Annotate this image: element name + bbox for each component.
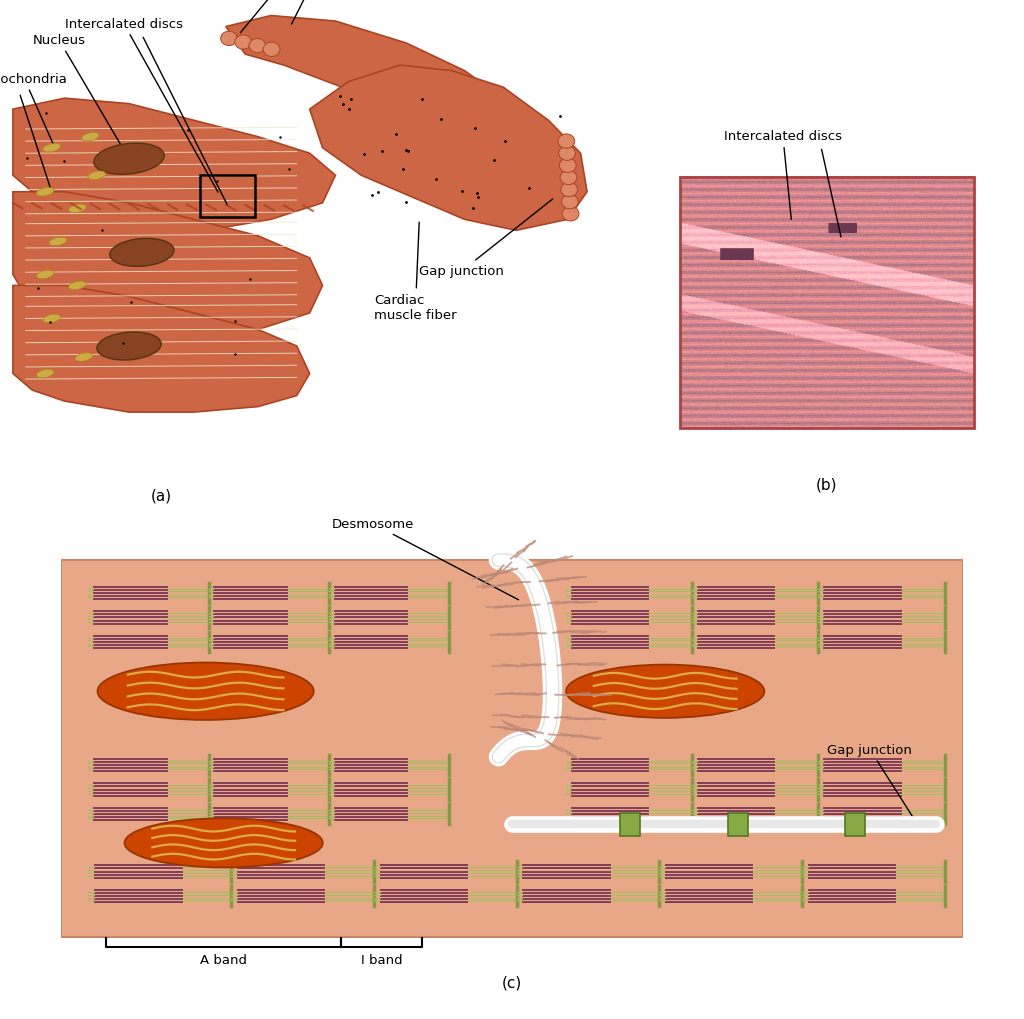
Ellipse shape xyxy=(43,145,60,153)
Circle shape xyxy=(561,183,578,198)
Ellipse shape xyxy=(566,665,764,718)
Ellipse shape xyxy=(97,332,161,361)
Text: Desmosome: Desmosome xyxy=(332,518,518,600)
Circle shape xyxy=(263,43,280,57)
Circle shape xyxy=(234,36,252,50)
Circle shape xyxy=(559,159,577,173)
Polygon shape xyxy=(13,286,309,413)
Text: (c): (c) xyxy=(502,975,522,989)
Ellipse shape xyxy=(49,237,67,247)
Ellipse shape xyxy=(37,271,54,279)
Circle shape xyxy=(561,196,579,210)
Ellipse shape xyxy=(75,354,92,362)
Ellipse shape xyxy=(69,282,86,290)
Bar xyxy=(200,176,255,217)
Bar xyxy=(621,813,640,836)
Ellipse shape xyxy=(125,818,323,867)
Ellipse shape xyxy=(97,663,313,720)
Circle shape xyxy=(559,147,575,161)
Circle shape xyxy=(562,208,579,222)
Ellipse shape xyxy=(110,239,174,267)
Polygon shape xyxy=(13,193,323,341)
Bar xyxy=(846,813,865,836)
Bar xyxy=(61,560,963,937)
Ellipse shape xyxy=(82,133,99,142)
Bar xyxy=(728,813,749,836)
Polygon shape xyxy=(225,16,516,154)
Circle shape xyxy=(560,171,577,185)
Text: Nucleus: Nucleus xyxy=(33,34,128,157)
Text: Gap junction: Gap junction xyxy=(827,743,916,822)
Text: Intercalated discs: Intercalated discs xyxy=(65,17,218,193)
Text: (a): (a) xyxy=(151,488,172,502)
Ellipse shape xyxy=(94,144,164,175)
Polygon shape xyxy=(309,66,587,231)
Text: Cardiac
muscle fiber: Cardiac muscle fiber xyxy=(374,223,457,322)
Text: Intercalated discs: Intercalated discs xyxy=(225,0,344,34)
Ellipse shape xyxy=(43,315,60,323)
Text: Gap junction: Gap junction xyxy=(420,200,553,278)
Text: Mitochondria: Mitochondria xyxy=(0,72,68,146)
Ellipse shape xyxy=(37,189,54,197)
Text: A band: A band xyxy=(200,953,247,966)
Circle shape xyxy=(220,33,238,47)
Text: I band: I band xyxy=(360,953,402,966)
Polygon shape xyxy=(13,99,336,231)
Circle shape xyxy=(558,135,574,149)
Ellipse shape xyxy=(88,172,105,180)
Text: (b): (b) xyxy=(816,477,838,492)
Text: Intercalated discs: Intercalated discs xyxy=(724,130,842,220)
Bar xyxy=(680,177,974,429)
Ellipse shape xyxy=(69,205,86,213)
Ellipse shape xyxy=(37,370,54,378)
Circle shape xyxy=(249,40,266,54)
